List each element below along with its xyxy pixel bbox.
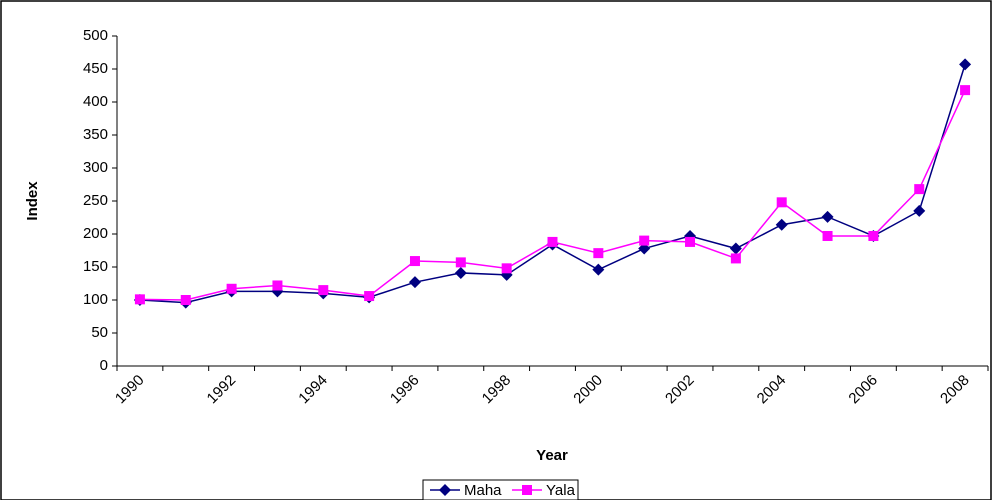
legend: Maha Yala <box>422 479 579 500</box>
marker <box>685 236 696 247</box>
marker <box>959 58 972 71</box>
y-tick-label: 400 <box>83 93 108 110</box>
marker <box>522 485 532 495</box>
marker <box>364 291 375 302</box>
marker <box>272 280 283 291</box>
y-tick-label: 0 <box>100 357 108 374</box>
marker <box>776 197 787 208</box>
marker <box>913 204 926 217</box>
marker <box>180 295 191 305</box>
legend-label: Yala <box>546 482 576 499</box>
marker <box>914 184 925 195</box>
marker <box>501 263 512 274</box>
y-tick-label: 50 <box>91 324 108 341</box>
legend-box <box>422 479 579 500</box>
y-tick-label: 300 <box>83 159 108 176</box>
marker <box>960 85 971 96</box>
marker <box>134 294 145 305</box>
series <box>134 85 971 305</box>
y-tick-label: 500 <box>83 27 108 44</box>
marker <box>593 248 604 259</box>
y-tick-label: 200 <box>83 225 108 242</box>
marker <box>226 283 237 294</box>
marker <box>439 484 451 496</box>
y-axis-title: Index <box>24 181 41 221</box>
marker <box>454 266 467 279</box>
marker <box>822 230 833 241</box>
marker <box>592 263 605 276</box>
marker <box>318 285 329 296</box>
y-tick-label: 100 <box>83 291 108 308</box>
x-axis-title: Year <box>536 447 568 464</box>
y-tick-label: 250 <box>83 192 108 209</box>
marker <box>821 210 834 223</box>
marker <box>775 218 788 231</box>
y-tick-label: 450 <box>83 60 108 77</box>
marker <box>868 230 879 241</box>
marker <box>729 242 742 255</box>
y-tick-label: 150 <box>83 258 108 275</box>
marker <box>547 236 558 247</box>
marker <box>730 253 741 264</box>
marker <box>409 256 420 267</box>
legend-label: Maha <box>464 482 502 499</box>
y-tick-label: 350 <box>83 126 108 143</box>
marker <box>455 257 466 268</box>
marker <box>639 235 650 246</box>
marker <box>408 276 421 289</box>
